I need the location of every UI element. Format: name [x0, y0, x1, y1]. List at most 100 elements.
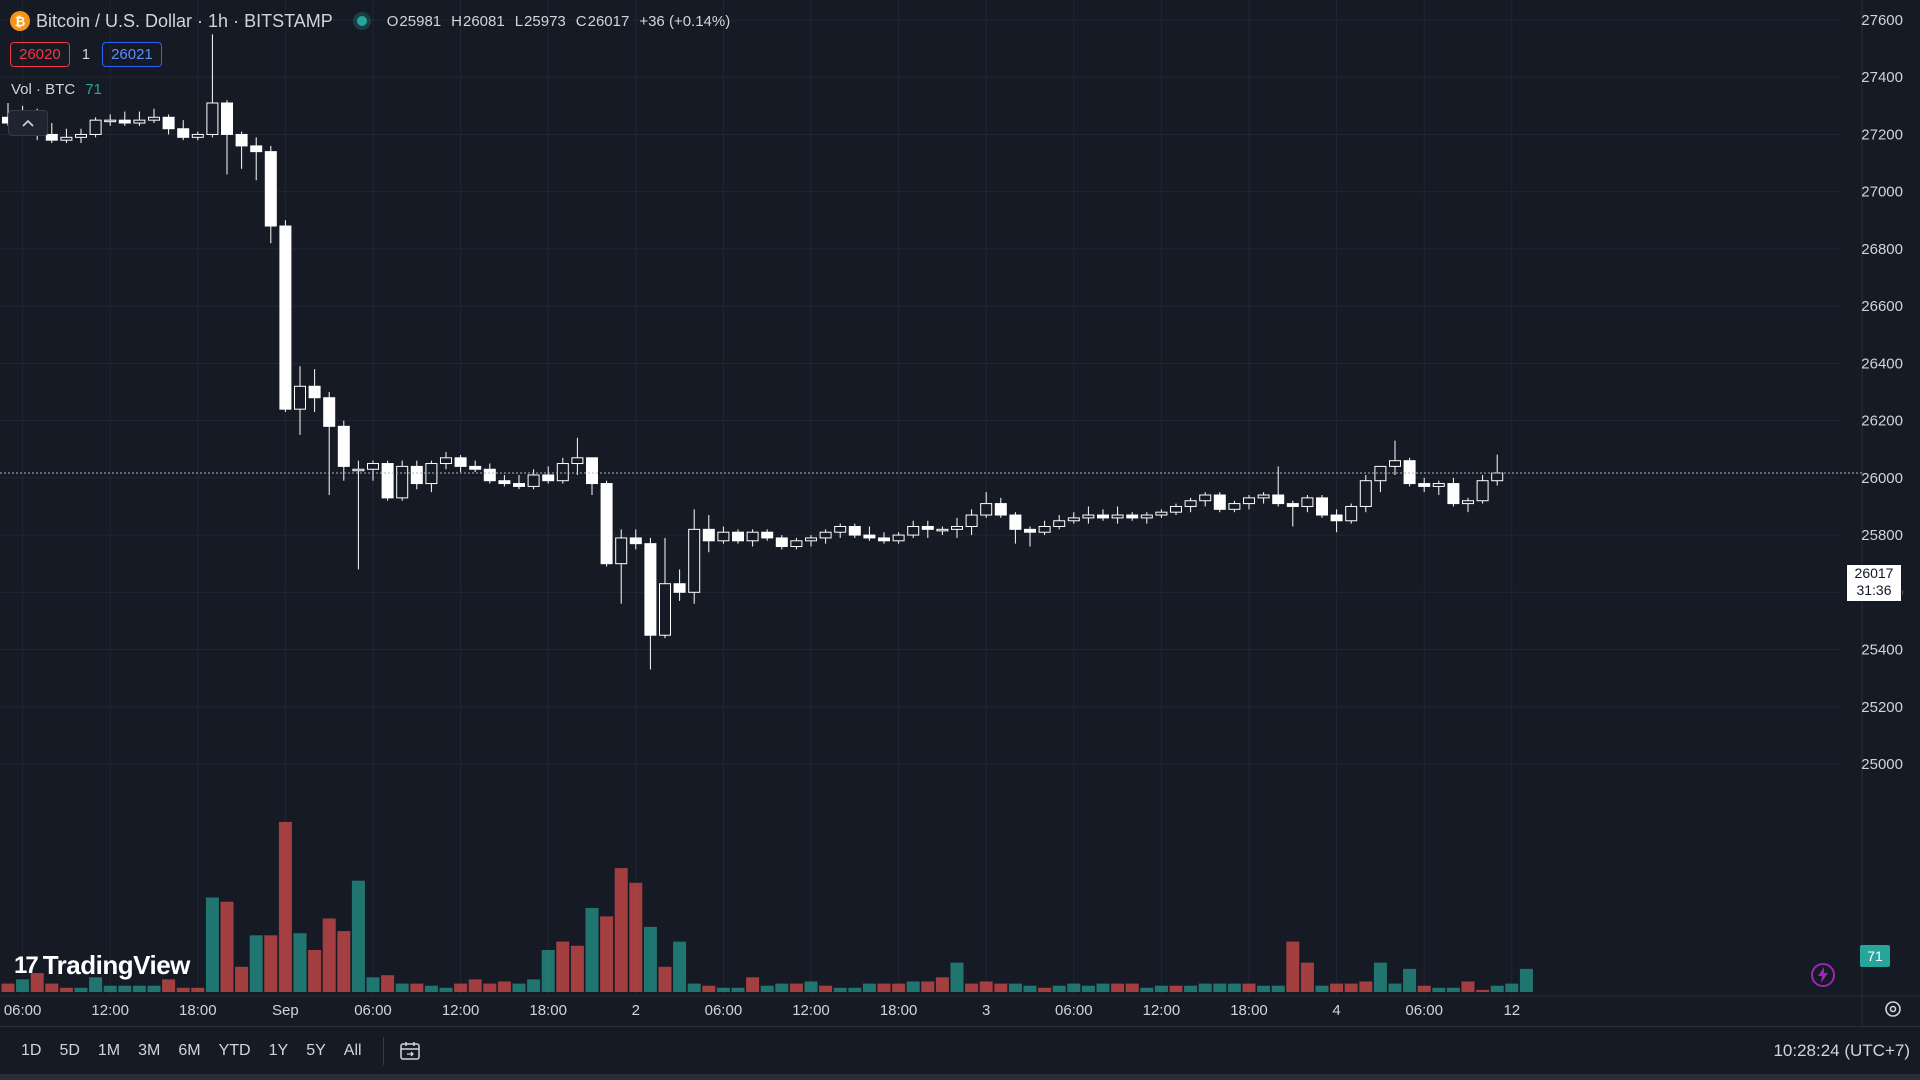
time-tick-label: 06:00: [705, 1002, 743, 1019]
sell-button[interactable]: 26020: [10, 42, 70, 67]
volume-bar: [1008, 983, 1022, 992]
ohlc-open-label: O: [386, 12, 399, 30]
candle: [1126, 512, 1139, 521]
candle: [805, 535, 817, 547]
volume-bar: [235, 966, 249, 992]
candle: [1301, 495, 1314, 513]
timeframe-1y[interactable]: 1Y: [268, 1042, 289, 1059]
volume-bar: [1315, 985, 1329, 992]
timeframe-6m[interactable]: 6M: [178, 1042, 201, 1059]
symbol-title[interactable]: Bitcoin / U.S. Dollar · 1h · BITSTAMP: [36, 10, 333, 31]
tradingview-logo[interactable]: 17 TradingView: [14, 950, 190, 981]
volume-bar: [716, 987, 730, 992]
candle: [1170, 503, 1182, 516]
price-tick-label: 26400: [1861, 355, 1903, 372]
candle-body: [659, 583, 671, 636]
volume-bar: [337, 931, 351, 992]
candle-body: [221, 102, 233, 135]
volume-bar: [775, 983, 789, 992]
volume-bar: [59, 987, 73, 992]
timeframe-1m[interactable]: 1M: [97, 1042, 121, 1059]
volume-bar: [1476, 989, 1490, 992]
chart-settings-icon[interactable]: [1882, 998, 1904, 1020]
volume-bar: [1417, 985, 1431, 992]
volume-bar: [366, 977, 380, 992]
volume-bar: [1330, 983, 1344, 992]
timeframe-ytd[interactable]: YTD: [218, 1042, 251, 1059]
volume-bar: [892, 983, 906, 992]
timeframe-all[interactable]: All: [343, 1042, 362, 1059]
timeframe-3m[interactable]: 3M: [138, 1042, 161, 1059]
volume-bar: [351, 880, 365, 992]
candle-body: [454, 457, 467, 467]
timeframe-5y[interactable]: 5Y: [306, 1042, 326, 1059]
candle: [498, 474, 511, 487]
candle: [1082, 506, 1095, 524]
candle-body: [702, 528, 715, 542]
volume-bar: [687, 983, 701, 992]
candle: [980, 492, 993, 518]
time-tick-label: 4: [1332, 1002, 1340, 1019]
buy-button[interactable]: 26021: [102, 42, 162, 67]
candle-body: [805, 537, 817, 542]
volume-bar: [585, 908, 599, 992]
candle: [250, 137, 263, 181]
calendar-range-icon[interactable]: [396, 1037, 424, 1065]
volume-bar: [103, 985, 117, 992]
candle-body: [279, 225, 292, 410]
candle-body: [571, 457, 584, 465]
volume-bar: [1505, 983, 1519, 992]
volume-bar: [278, 821, 292, 992]
order-quantity[interactable]: 1: [81, 46, 91, 63]
candle: [717, 526, 730, 544]
candle: [629, 529, 642, 550]
candle: [1140, 512, 1153, 524]
volume-bar: [293, 933, 307, 992]
volume-bar: [45, 983, 59, 992]
candle: [834, 523, 847, 538]
clock-timezone[interactable]: 10:28:24 (UTC+7): [1773, 1041, 1910, 1060]
candle: [469, 460, 482, 473]
time-tick-label: 12: [1503, 1002, 1520, 1019]
volume-bar: [1461, 981, 1475, 992]
volume-bar: [308, 950, 322, 992]
candle: [1097, 509, 1109, 521]
candle-body: [965, 514, 978, 527]
bitcoin-icon: ₿: [10, 11, 30, 31]
candle-body: [1447, 483, 1460, 505]
volume-bar: [789, 983, 803, 992]
candle: [542, 466, 555, 484]
volume-bar: [205, 897, 219, 992]
candle: [381, 460, 394, 501]
volume-bar: [1490, 985, 1504, 992]
candle-body: [425, 463, 438, 485]
volume-bar: [629, 882, 643, 992]
lightning-icon[interactable]: [1810, 962, 1836, 988]
candle-body: [1491, 472, 1504, 482]
candle-body: [775, 537, 788, 548]
market-status-dot: [356, 16, 367, 26]
candle: [1038, 520, 1051, 536]
ohlc-high: H26081: [451, 13, 505, 30]
volume-bar: [16, 979, 30, 992]
collapse-legend-button[interactable]: [8, 110, 48, 136]
candle-body: [615, 537, 628, 565]
candle-body: [1330, 514, 1343, 522]
symbol-legend[interactable]: ₿ Bitcoin / U.S. Dollar · 1h · BITSTAMP …: [10, 8, 740, 34]
candle: [600, 480, 613, 567]
volume-bar: [1227, 983, 1241, 992]
volume-bar: [468, 979, 482, 992]
volume-legend[interactable]: Vol · BTC 71: [11, 81, 102, 98]
timeframe-5d[interactable]: 5D: [59, 1042, 80, 1059]
timeframe-1d[interactable]: 1D: [21, 1042, 42, 1059]
candle-body: [1184, 500, 1197, 507]
candle: [1257, 492, 1270, 504]
bar-countdown: 31:36: [1856, 582, 1892, 598]
time-tick-label: 18:00: [179, 1002, 217, 1019]
volume-bar: [439, 987, 453, 992]
candle-body: [133, 119, 146, 124]
price-tick-label: 27400: [1861, 69, 1903, 86]
price-axis: 2500025200254002560025800260002620026400…: [1861, 12, 1903, 773]
candle: [337, 420, 350, 481]
